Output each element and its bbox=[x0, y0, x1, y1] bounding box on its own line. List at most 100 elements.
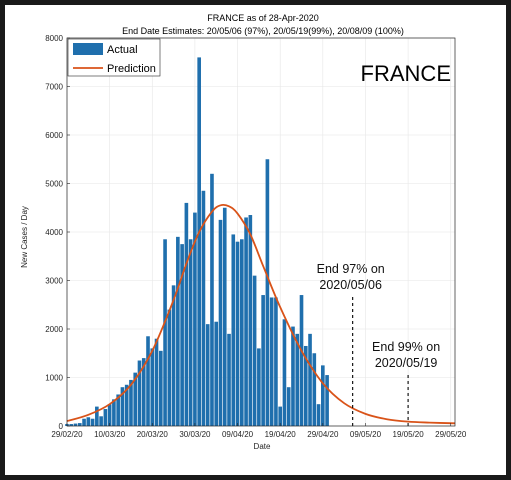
actual-bar bbox=[171, 285, 176, 426]
y-tick-label: 6000 bbox=[45, 131, 63, 140]
actual-bar bbox=[180, 244, 184, 426]
actual-bar bbox=[214, 321, 219, 426]
actual-bar bbox=[82, 418, 86, 426]
actual-bar bbox=[133, 372, 138, 426]
axes: 0 1000 2000 3000 4000 5000 6000 7000 8000 29/02/2… bbox=[45, 34, 467, 439]
actual-bar bbox=[321, 365, 325, 426]
actual-bar bbox=[291, 326, 295, 426]
x-tick-label: 09/05/20 bbox=[350, 430, 382, 439]
actual-bar bbox=[205, 324, 210, 426]
country-label: FRANCE bbox=[361, 61, 451, 86]
y-tick-label: 4000 bbox=[45, 228, 63, 237]
actual-bar bbox=[73, 423, 78, 426]
actual-bar bbox=[103, 409, 108, 426]
end-date-label-line1: End 97% on bbox=[317, 262, 385, 276]
actual-bar bbox=[316, 404, 321, 426]
x-tick-label: 20/03/20 bbox=[137, 430, 169, 439]
actual-bar bbox=[137, 360, 142, 426]
x-tick-label: 19/05/20 bbox=[393, 430, 425, 439]
actual-bar bbox=[167, 309, 172, 426]
actual-bar bbox=[193, 212, 197, 426]
actual-bar bbox=[163, 239, 167, 426]
actual-bar bbox=[252, 275, 257, 426]
actual-bar bbox=[244, 217, 248, 426]
actual-bar bbox=[312, 353, 317, 426]
chart-frame: FRANCE as of 28-Apr-2020 End Date Estima… bbox=[5, 5, 506, 475]
actual-bar bbox=[308, 333, 312, 426]
actual-bar bbox=[265, 159, 270, 426]
actual-bar bbox=[269, 297, 274, 426]
actual-bar bbox=[222, 207, 227, 426]
x-tick-label: 29/02/20 bbox=[51, 430, 83, 439]
actual-bar bbox=[184, 202, 189, 426]
legend: Actual Prediction bbox=[67, 38, 161, 77]
plot-box bbox=[66, 37, 456, 427]
actual-bar bbox=[107, 404, 112, 426]
bars bbox=[65, 57, 329, 427]
actual-bar bbox=[90, 418, 95, 426]
actual-bar bbox=[218, 219, 223, 426]
actual-bar bbox=[120, 387, 125, 426]
chart-svg: FRANCE as of 28-Apr-2020 End Date Estima… bbox=[20, 13, 467, 451]
y-axis-label: New Cases / Day bbox=[20, 206, 29, 268]
actual-bar bbox=[227, 333, 231, 426]
actual-bar bbox=[69, 424, 74, 426]
actual-bar bbox=[154, 338, 159, 426]
x-tick-label: 10/03/20 bbox=[94, 430, 126, 439]
actual-bar bbox=[99, 416, 103, 426]
y-tick-label: 3000 bbox=[45, 277, 63, 286]
actual-bar bbox=[176, 236, 180, 426]
x-tick-label: 29/05/20 bbox=[435, 430, 467, 439]
actual-bar bbox=[248, 215, 253, 426]
end-date-label-line2: 2020/05/06 bbox=[319, 278, 382, 292]
actual-bar bbox=[158, 350, 163, 426]
y-tick-label: 8000 bbox=[45, 34, 63, 43]
actual-bar bbox=[278, 406, 282, 426]
y-tick-label: 0 bbox=[59, 422, 64, 431]
actual-bar bbox=[299, 295, 304, 426]
actual-bar bbox=[325, 375, 329, 426]
end-date-label-line1: End 99% on bbox=[372, 340, 440, 354]
chart-subtitle: End Date Estimates: 20/05/06 (97%), 20/0… bbox=[122, 26, 404, 36]
actual-bar bbox=[86, 417, 91, 426]
prediction-line bbox=[66, 203, 456, 425]
annotations: End 97% on 2020/05/06 End 99% on 2020/05/19 bbox=[317, 262, 440, 426]
actual-bar bbox=[141, 358, 146, 426]
actual-bar bbox=[274, 297, 278, 426]
actual-bar bbox=[201, 190, 206, 426]
actual-bar bbox=[77, 423, 82, 426]
actual-bar bbox=[146, 336, 150, 426]
actual-bar bbox=[240, 239, 244, 426]
x-axis-label: Date bbox=[254, 442, 271, 451]
actual-bar bbox=[282, 319, 287, 426]
actual-bar bbox=[303, 345, 308, 426]
y-tick-label: 5000 bbox=[45, 180, 63, 189]
y-tick-label: 1000 bbox=[45, 374, 63, 383]
x-tick-label: 30/03/20 bbox=[179, 430, 211, 439]
actual-bar bbox=[197, 57, 201, 427]
actual-bar bbox=[188, 239, 193, 426]
x-tick-label: 19/04/20 bbox=[265, 430, 297, 439]
legend-actual-swatch bbox=[73, 43, 103, 55]
legend-actual-label: Actual bbox=[107, 44, 138, 56]
actual-bar bbox=[231, 234, 236, 426]
actual-bar bbox=[124, 384, 129, 426]
actual-bar bbox=[235, 241, 240, 426]
actual-bar bbox=[257, 348, 261, 426]
actual-bar bbox=[150, 348, 155, 426]
actual-bar bbox=[261, 295, 265, 426]
x-tick-label: 29/04/20 bbox=[307, 430, 339, 439]
legend-prediction-label: Prediction bbox=[107, 63, 156, 75]
actual-bar bbox=[95, 406, 99, 426]
actual-bar bbox=[295, 333, 300, 426]
chart-title: FRANCE as of 28-Apr-2020 bbox=[207, 13, 319, 23]
actual-bar bbox=[116, 394, 120, 426]
actual-bar bbox=[112, 399, 116, 426]
y-tick-label: 2000 bbox=[45, 325, 63, 334]
actual-bar bbox=[286, 387, 291, 426]
x-tick-label: 09/04/20 bbox=[222, 430, 254, 439]
prediction-line-group bbox=[66, 203, 456, 425]
end-date-label-line2: 2020/05/19 bbox=[375, 356, 438, 370]
actual-bar bbox=[210, 173, 214, 426]
actual-bar bbox=[129, 379, 133, 426]
